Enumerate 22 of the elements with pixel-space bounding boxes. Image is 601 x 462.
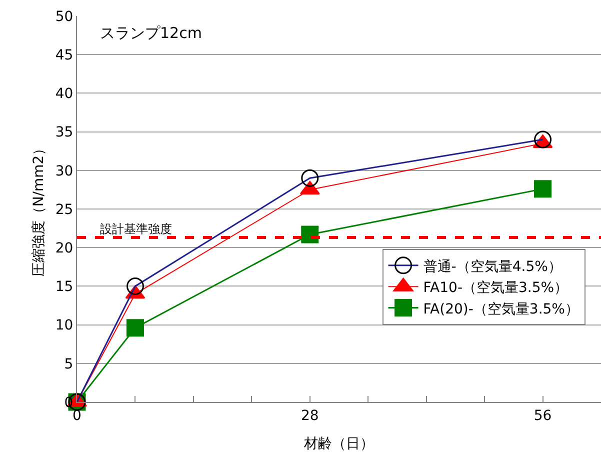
legend-label: 普通-（空気量4.5%） <box>423 258 562 275</box>
point <box>126 319 144 337</box>
point <box>534 180 552 198</box>
y-tick-label: 35 <box>55 124 74 141</box>
x-axis-title: 材齢（日） <box>303 436 374 452</box>
ref-line-label: 設計基準強度 <box>100 222 172 236</box>
y-axis-title: 圧縮強度（N/mm2） <box>30 141 47 277</box>
y-tick-label: 30 <box>55 163 74 180</box>
legend-label: FA10-（空気量3.5%） <box>423 280 568 296</box>
y-tick-label: 25 <box>55 202 74 218</box>
y-tick-label: 5 <box>64 356 74 372</box>
x-tick-label: 56 <box>534 408 552 424</box>
y-tick-label: 45 <box>55 48 74 64</box>
y-tick-label: 40 <box>55 86 74 102</box>
annotation: スランプ12cm <box>100 24 202 42</box>
legend-label: FA(20)-（空気量3.5%） <box>423 301 579 318</box>
y-tick-label: 50 <box>55 8 74 25</box>
point <box>301 226 319 244</box>
y-tick-label: 15 <box>55 279 74 296</box>
x-tick-label: 28 <box>300 408 319 424</box>
y-tick-label: 20 <box>55 240 74 256</box>
y-tick-label: 10 <box>55 318 74 334</box>
